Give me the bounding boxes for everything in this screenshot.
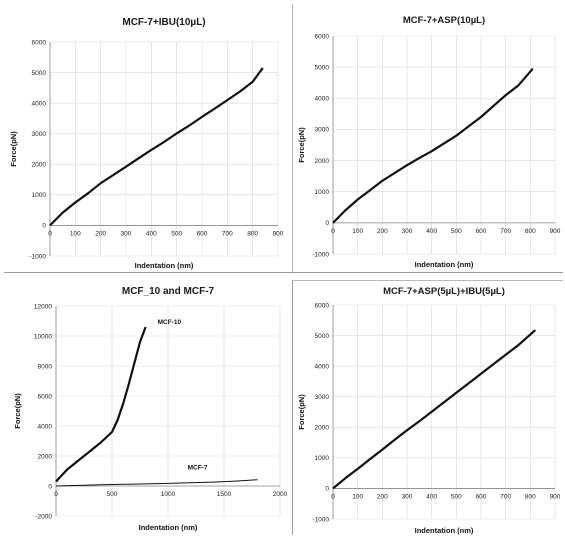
- y-tick-label: 0: [48, 483, 52, 490]
- chart-panel-mcf7-ibu: MCF-7+IBU(10µL) 0 100 200 300 400 500 600 700 800…: [4, 4, 293, 273]
- series-line-mcf-7: [55, 479, 258, 487]
- chart-mcf10-mcf7: MCF_10 and MCF-7 0 500 1000 1500 2000 -2000 0 20…: [13, 286, 288, 532]
- y-tick-label: 6000: [315, 33, 330, 40]
- y-tick-label: 1000: [315, 455, 330, 462]
- x-tick-label: 800: [247, 230, 258, 237]
- x-tick-label: 200: [95, 230, 106, 237]
- x-tick-label: 1500: [217, 491, 232, 498]
- y-tick-label: 1000: [315, 189, 330, 196]
- x-tick-label: 0: [331, 493, 335, 500]
- x-tick-label: 400: [426, 228, 437, 235]
- y-tick-label: 4000: [32, 100, 47, 107]
- x-tick-label: 0: [54, 491, 58, 498]
- y-tick-label: 4000: [315, 96, 330, 103]
- y-tick-label: -1000: [29, 253, 46, 260]
- y-tick-label: 5000: [315, 64, 330, 71]
- x-tick-label: 100: [352, 493, 363, 500]
- x-tick-label: 600: [476, 493, 487, 500]
- y-tick-label: 3000: [32, 131, 47, 138]
- x-tick-label: 400: [146, 230, 157, 237]
- chart-mcf7-asp-ibu: MCF-7+ASP(5µL)+IBU(5µL) 0 100 200 300 400 500 6…: [297, 286, 561, 535]
- y-tick-label: 6000: [32, 39, 47, 46]
- y-tick-label: 0: [42, 223, 46, 230]
- chart-mcf7-asp: MCF-7+ASP(10µL) 0 100 200 300 400 500 600 700 800…: [297, 15, 561, 269]
- y-tick-label: 2000: [315, 425, 330, 432]
- y-tick-label: 0: [325, 220, 329, 227]
- x-tick-label: 900: [550, 228, 561, 235]
- x-tick-label: 900: [550, 493, 561, 500]
- x-tick-label: 700: [500, 228, 511, 235]
- series-line-mcf-10: [55, 326, 147, 483]
- chart-title: MCF_10 and MCF-7: [122, 286, 215, 297]
- x-tick-label: 500: [107, 491, 118, 498]
- x-tick-label: 500: [451, 493, 462, 500]
- y-tick-label: 3000: [315, 127, 330, 134]
- chart-panel-mcf10-mcf7: MCF_10 and MCF-7 0 500 1000 1500 2000 -2000 0 20…: [4, 280, 290, 534]
- y-tick-label: 0: [325, 486, 329, 493]
- chart-panel-mcf7-asp: MCF-7+ASP(10µL) 0 100 200 300 400 500 600 700 800…: [292, 4, 563, 273]
- x-tick-label: 1000: [161, 491, 176, 498]
- y-tick-label: 10000: [34, 333, 52, 340]
- series-line: [332, 67, 534, 224]
- y-tick-label: 6000: [38, 393, 53, 400]
- x-tick-label: 800: [525, 228, 536, 235]
- x-axis-label: Indentation (nm): [139, 523, 198, 532]
- x-axis-label: Indentation (nm): [415, 260, 474, 269]
- x-tick-label: 0: [48, 230, 52, 237]
- x-tick-label: 200: [377, 493, 388, 500]
- x-tick-label: 100: [70, 230, 81, 237]
- y-tick-label: 6000: [315, 302, 330, 309]
- x-tick-label: 500: [451, 228, 462, 235]
- x-tick-label: 300: [402, 228, 413, 235]
- series-label: MCF-7: [188, 465, 208, 472]
- chart-title: MCF-7+IBU(10µL): [122, 17, 205, 28]
- x-tick-label: 300: [121, 230, 132, 237]
- x-tick-label: 0: [331, 228, 335, 235]
- y-tick-label: 12000: [34, 303, 52, 310]
- x-tick-label: 300: [402, 493, 413, 500]
- x-tick-label: 2000: [273, 491, 288, 498]
- y-axis-label: Force(pN): [13, 393, 22, 429]
- y-tick-label: -1000: [312, 516, 329, 523]
- series-label: MCF-10: [158, 319, 182, 326]
- series-line: [49, 67, 264, 227]
- y-tick-label: 2000: [38, 453, 53, 460]
- y-axis-label: Force(pN): [297, 127, 306, 163]
- x-tick-label: 900: [273, 230, 284, 237]
- y-tick-label: 5000: [315, 333, 330, 340]
- y-tick-label: -1000: [312, 251, 329, 258]
- y-axis-label: Force(pN): [297, 394, 306, 430]
- series-line: [332, 329, 537, 490]
- chart-title: MCF-7+ASP(10µL): [403, 15, 485, 26]
- y-tick-label: -2000: [35, 513, 52, 520]
- y-axis-label: Force(pN): [9, 131, 18, 167]
- x-tick-label: 200: [377, 228, 388, 235]
- x-tick-label: 600: [197, 230, 208, 237]
- y-tick-label: 1000: [32, 192, 47, 199]
- x-tick-label: 400: [426, 493, 437, 500]
- x-tick-label: 600: [476, 228, 487, 235]
- y-tick-label: 3000: [315, 394, 330, 401]
- chart-mcf7-ibu: MCF-7+IBU(10µL) 0 100 200 300 400 500 600 700 800…: [9, 17, 284, 270]
- x-tick-label: 700: [222, 230, 233, 237]
- y-tick-label: 4000: [38, 423, 53, 430]
- chart-title: MCF-7+ASP(5µL)+IBU(5µL): [383, 286, 505, 297]
- y-tick-label: 2000: [315, 158, 330, 165]
- y-tick-label: 5000: [32, 70, 47, 77]
- x-tick-label: 100: [352, 228, 363, 235]
- y-tick-label: 4000: [315, 363, 330, 370]
- x-axis-label: Indentation (nm): [135, 261, 194, 270]
- y-tick-label: 2000: [32, 162, 47, 169]
- x-tick-label: 700: [500, 493, 511, 500]
- chart-panel-mcf7-asp-ibu: MCF-7+ASP(5µL)+IBU(5µL) 0 100 200 300 400 500 6…: [292, 280, 563, 535]
- x-tick-label: 800: [525, 493, 536, 500]
- x-axis-label: Indentation (nm): [415, 526, 474, 535]
- y-tick-label: 8000: [38, 363, 53, 370]
- x-tick-label: 500: [171, 230, 182, 237]
